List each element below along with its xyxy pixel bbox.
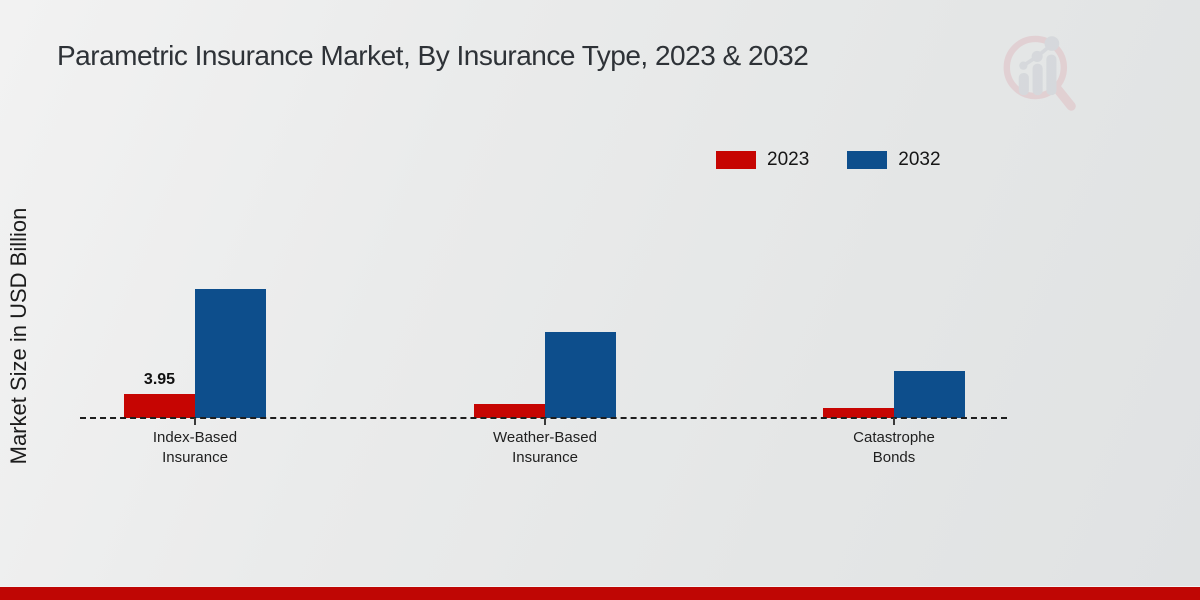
x-axis-category-label: Catastrophe Bonds <box>853 429 935 466</box>
logo-dot-3 <box>1044 36 1060 51</box>
logo-bar-1 <box>1018 73 1029 96</box>
logo-bar-3 <box>1046 54 1057 96</box>
legend: 2023 2032 <box>716 149 941 171</box>
bar-2032-1 <box>545 332 616 418</box>
x-axis-tick <box>544 418 546 425</box>
x-axis-tick <box>893 418 895 425</box>
legend-item-2032: 2032 <box>847 149 941 171</box>
legend-label-2023: 2023 <box>767 149 810 170</box>
logo-trend-line <box>1022 43 1054 68</box>
bottom-accent-bar <box>0 586 1200 600</box>
logo-dot-1 <box>1019 61 1028 70</box>
bar-2032-2 <box>894 371 965 418</box>
chart-title: Parametric Insurance Market, By Insuranc… <box>57 40 809 71</box>
legend-item-2023: 2023 <box>716 149 809 171</box>
x-axis-category-label: Weather-Based Insurance <box>493 429 597 466</box>
bar-2032-0 <box>195 289 266 418</box>
magnifier-bar-chart-logo <box>1003 35 1076 111</box>
x-axis-tick <box>194 418 196 425</box>
logo-dot-2 <box>1031 50 1043 62</box>
magnifier-handle <box>1051 83 1076 111</box>
bar-value-label: 3.95 <box>143 371 176 388</box>
bar-2023-1 <box>474 404 545 418</box>
bar-2023-2 <box>823 408 894 418</box>
legend-swatch-2032 <box>847 151 888 169</box>
magnifier-ring <box>1003 35 1068 100</box>
legend-swatch-2023 <box>716 151 756 169</box>
x-axis-baseline <box>80 417 1007 419</box>
logo-bar-2 <box>1032 63 1043 96</box>
bar-2023-0 <box>124 394 195 418</box>
legend-label-2032: 2032 <box>898 149 941 170</box>
x-axis-category-label: Index-Based Insurance <box>152 429 238 466</box>
